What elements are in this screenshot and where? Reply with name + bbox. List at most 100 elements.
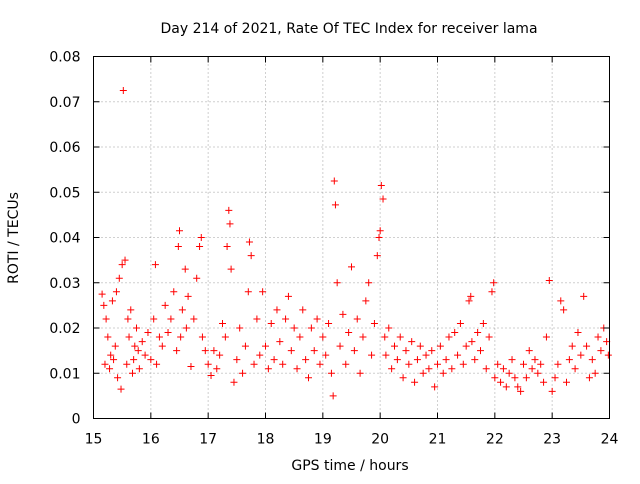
- data-point: [227, 265, 235, 273]
- data-point: [525, 347, 533, 355]
- data-point: [345, 329, 353, 337]
- data-point: [554, 360, 562, 368]
- data-point: [250, 360, 258, 368]
- data-point: [491, 374, 499, 382]
- data-point: [305, 374, 312, 382]
- data-point: [514, 383, 522, 391]
- data-point: [239, 369, 247, 377]
- x-tick-label: 22: [486, 432, 504, 448]
- data-point: [307, 324, 315, 332]
- x-tick-label: 21: [429, 432, 447, 448]
- data-point: [256, 351, 264, 359]
- data-point: [560, 306, 568, 314]
- data-point: [451, 329, 459, 337]
- data-point: [147, 356, 155, 364]
- data-point: [359, 333, 367, 341]
- data-point: [391, 342, 398, 350]
- data-point: [331, 201, 339, 209]
- data-point: [565, 356, 573, 364]
- data-point: [119, 86, 127, 94]
- data-point: [520, 360, 527, 368]
- data-point: [100, 301, 108, 309]
- data-point: [571, 365, 579, 373]
- data-point: [402, 347, 410, 355]
- data-point: [104, 333, 112, 341]
- data-point: [210, 347, 218, 355]
- data-point: [310, 347, 318, 355]
- data-point: [327, 369, 335, 377]
- data-point: [365, 279, 373, 287]
- data-point: [223, 243, 231, 251]
- data-point: [540, 378, 548, 386]
- data-point: [112, 288, 120, 296]
- data-point: [102, 315, 110, 323]
- data-point: [465, 297, 473, 305]
- data-point: [226, 220, 234, 228]
- data-point: [454, 351, 462, 359]
- data-point: [588, 356, 596, 364]
- plot-frame: [93, 56, 610, 419]
- data-point: [127, 306, 135, 314]
- y-tick-label: 0.07: [49, 95, 80, 111]
- data-point: [170, 288, 178, 296]
- y-tick-label: 0.02: [49, 321, 80, 337]
- data-point: [244, 288, 252, 296]
- data-point: [445, 333, 453, 341]
- data-point: [462, 342, 470, 350]
- data-point: [284, 292, 292, 300]
- x-tick-label: 24: [601, 432, 619, 448]
- data-point: [319, 333, 327, 341]
- data-layer: [98, 86, 612, 400]
- data-point: [531, 356, 539, 364]
- data-point: [216, 351, 224, 359]
- data-point: [399, 374, 407, 382]
- data-point: [405, 360, 413, 368]
- data-point: [362, 297, 370, 305]
- data-point: [144, 329, 152, 337]
- data-point: [125, 333, 133, 341]
- data-point: [497, 378, 505, 386]
- data-point: [187, 362, 195, 370]
- data-point: [287, 347, 295, 355]
- data-point: [115, 274, 123, 282]
- data-point: [479, 319, 487, 327]
- data-point: [302, 356, 310, 364]
- data-point: [382, 351, 390, 359]
- data-point: [502, 383, 510, 391]
- data-point: [511, 374, 519, 382]
- data-point: [177, 333, 185, 341]
- x-tick-label: 17: [199, 432, 217, 448]
- data-point: [408, 338, 416, 346]
- data-point: [264, 365, 272, 373]
- data-point: [373, 252, 381, 260]
- data-point: [151, 261, 159, 269]
- data-point: [164, 329, 172, 337]
- data-point: [134, 347, 142, 355]
- data-point: [563, 378, 570, 386]
- data-point: [219, 319, 226, 327]
- y-tick-label: 0.04: [49, 231, 80, 247]
- data-point: [282, 315, 290, 323]
- data-point: [368, 351, 376, 359]
- data-point: [350, 347, 358, 355]
- data-point: [273, 306, 281, 314]
- y-tick-label: 0.05: [49, 185, 80, 201]
- data-point: [130, 356, 138, 364]
- data-point: [603, 338, 611, 346]
- data-point: [439, 369, 447, 377]
- data-point: [534, 369, 542, 377]
- data-point: [425, 365, 433, 373]
- data-point: [167, 315, 175, 323]
- data-point: [196, 243, 204, 251]
- data-point: [290, 324, 298, 332]
- data-point: [517, 387, 525, 395]
- data-point: [522, 374, 530, 382]
- data-point: [456, 319, 464, 327]
- data-point: [597, 347, 605, 355]
- data-point: [131, 342, 139, 350]
- data-point: [431, 383, 439, 391]
- data-point: [197, 234, 205, 241]
- data-point: [494, 360, 502, 368]
